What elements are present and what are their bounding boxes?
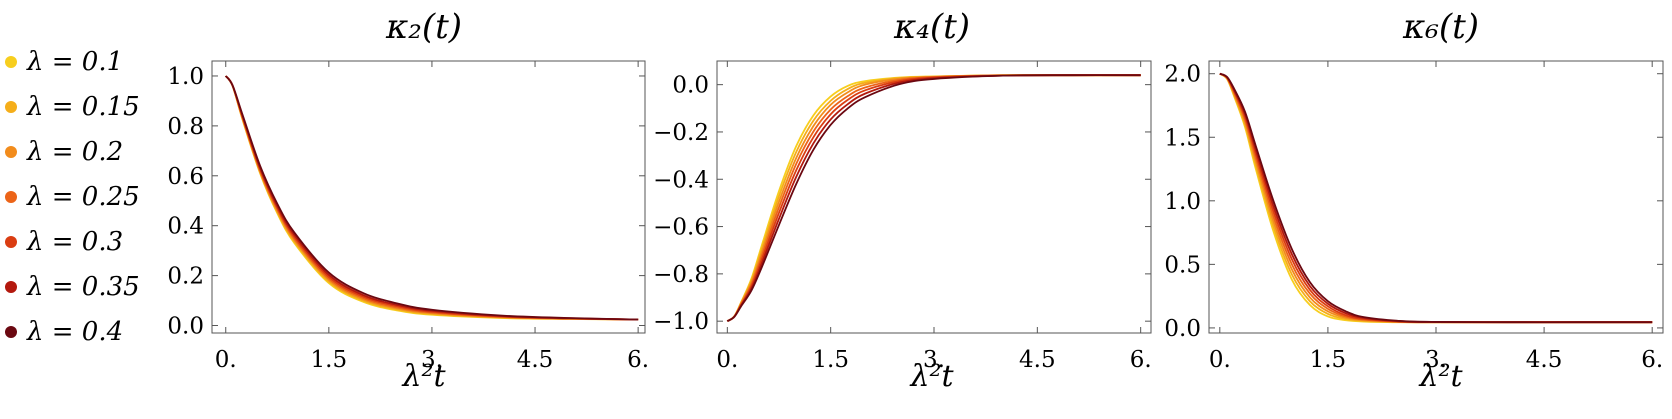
x-tick-label: 6. bbox=[1641, 347, 1663, 373]
series-line bbox=[1219, 72, 1653, 324]
y-tick-label: 0.0 bbox=[672, 73, 709, 99]
legend-marker bbox=[5, 236, 17, 248]
x-tick-label: 0. bbox=[215, 347, 237, 373]
x-tick-label: 6. bbox=[627, 347, 649, 373]
plot-frame bbox=[1208, 60, 1664, 334]
y-tick-label: 0.0 bbox=[1164, 316, 1201, 342]
y-tick-label: 1.5 bbox=[1164, 125, 1201, 151]
series-line bbox=[1219, 72, 1653, 324]
series-line bbox=[225, 75, 639, 321]
legend-item: λ = 0.3 bbox=[0, 222, 123, 262]
y-tick-label: 0.8 bbox=[167, 114, 204, 140]
y-tick-label: 0.4 bbox=[167, 214, 204, 240]
series-line bbox=[225, 75, 639, 321]
legend-label: λ = 0.15 bbox=[27, 92, 140, 122]
x-tick-label: 6. bbox=[1130, 347, 1152, 373]
x-tick-label: 4.5 bbox=[1526, 347, 1563, 373]
plot-area: 0. 1.5 3. 4.5 6. −1.0 −0.8 −0.6 −0.4 −0.2 0.0 bbox=[653, 60, 1152, 373]
y-tick-label: 1.0 bbox=[1164, 189, 1201, 215]
y-tick-label: −1.0 bbox=[653, 309, 709, 335]
series-line bbox=[225, 75, 639, 321]
y-tick-label: 0.5 bbox=[1164, 252, 1201, 278]
x-tick-label: 3. bbox=[923, 347, 945, 373]
y-tick-label: 0.0 bbox=[167, 314, 204, 340]
x-tick-label: 3. bbox=[421, 347, 443, 373]
legend-item: λ = 0.2 bbox=[0, 132, 123, 172]
legend-marker bbox=[5, 281, 17, 293]
series-line bbox=[1219, 72, 1653, 324]
x-tick-label: 3. bbox=[1425, 347, 1447, 373]
series-line bbox=[225, 75, 639, 321]
series-line bbox=[1219, 72, 1653, 324]
x-axis-label: λ²t bbox=[401, 359, 446, 394]
x-tick-label: 4.5 bbox=[517, 347, 554, 373]
legend-item: λ = 0.35 bbox=[0, 267, 140, 307]
legend-label: λ = 0.4 bbox=[27, 317, 124, 347]
chart-title: κ₆(t) bbox=[1402, 7, 1479, 47]
series-line bbox=[225, 75, 639, 321]
plot-area: 0. 1.5 3. 4.5 6. 0.0 0.5 1.0 1.5 2.0 bbox=[1164, 60, 1664, 373]
plot-frame bbox=[211, 60, 646, 334]
x-tick-label: 1.5 bbox=[311, 347, 348, 373]
series-line bbox=[225, 75, 639, 321]
panel-kappa4: κ₄(t) λ²t 0. 1.5 3. 4.5 6. −1.0 −0.8 −0.6 −0.4 −0… bbox=[653, 7, 1152, 394]
legend-item: λ = 0.15 bbox=[0, 87, 140, 127]
y-tick-label: 1.0 bbox=[167, 64, 204, 90]
legend-label: λ = 0.25 bbox=[27, 182, 140, 212]
x-tick-label: 0. bbox=[716, 347, 738, 373]
legend-item: λ = 0.25 bbox=[0, 177, 140, 217]
legend-marker bbox=[5, 326, 17, 338]
x-axis-label: λ²t bbox=[909, 359, 954, 394]
chart-title: κ₂(t) bbox=[385, 7, 462, 47]
x-tick-label: 4.5 bbox=[1019, 347, 1056, 373]
x-tick-label: 1.5 bbox=[812, 347, 849, 373]
plot-area: 0. 1.5 3. 4.5 6. 0.0 0.2 0.4 0.6 0.8 1.0 bbox=[167, 60, 649, 373]
legend-marker bbox=[5, 191, 17, 203]
legend-label: λ = 0.2 bbox=[27, 137, 124, 167]
y-tick-label: −0.8 bbox=[653, 262, 709, 288]
y-tick-label: −0.2 bbox=[653, 120, 709, 146]
legend-marker bbox=[5, 56, 17, 68]
y-tick-label: −0.6 bbox=[653, 215, 709, 241]
y-tick-label: 0.6 bbox=[167, 164, 204, 190]
legend-marker bbox=[5, 101, 17, 113]
series-line bbox=[726, 74, 1141, 322]
y-tick-label: 0.2 bbox=[167, 264, 204, 290]
series-line bbox=[225, 75, 639, 321]
series-line bbox=[1219, 72, 1653, 324]
legend-marker bbox=[5, 146, 17, 158]
legend-label: λ = 0.35 bbox=[27, 272, 140, 302]
series-line bbox=[1219, 72, 1653, 324]
panel-kappa2: κ₂(t) λ²t 0. 1.5 3. 4.5 6. 0.0 0.2 0.4 0.6 0.8 1.0 bbox=[167, 7, 649, 394]
series-line bbox=[1219, 72, 1653, 324]
legend-item: λ = 0.1 bbox=[0, 42, 123, 82]
legend-label: λ = 0.1 bbox=[27, 47, 124, 77]
panel-kappa6: κ₆(t) λ²t 0. 1.5 3. 4.5 6. 0.0 0.5 1.0 1.5 2.0 bbox=[1164, 7, 1664, 394]
x-tick-label: 1.5 bbox=[1310, 347, 1347, 373]
x-axis-label: λ²t bbox=[1418, 359, 1463, 394]
y-tick-label: 2.0 bbox=[1164, 62, 1201, 88]
legend-label: λ = 0.3 bbox=[27, 227, 124, 257]
chart-title: κ₄(t) bbox=[893, 7, 970, 47]
x-tick-label: 0. bbox=[1209, 347, 1231, 373]
legend-item: λ = 0.4 bbox=[0, 312, 123, 352]
y-tick-label: −0.4 bbox=[653, 167, 709, 193]
